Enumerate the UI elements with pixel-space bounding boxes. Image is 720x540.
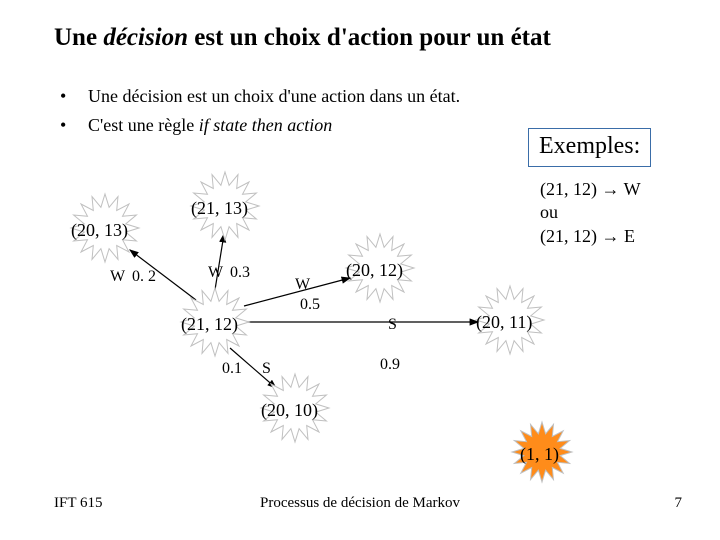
- node-label: (21, 12): [181, 314, 238, 335]
- node-label: (20, 12): [346, 260, 403, 281]
- edge-action-label: W: [110, 268, 125, 286]
- edge-action-label: W: [295, 276, 310, 294]
- edge-action-label: W: [208, 264, 223, 282]
- footer-title: Processus de décision de Markov: [0, 495, 720, 512]
- node-label: (20, 10): [261, 400, 318, 421]
- node-label: (1, 1): [520, 444, 559, 465]
- edge-prob-label: 0. 2: [132, 268, 156, 286]
- edge-action-label: S: [388, 316, 397, 334]
- edge-prob-label: 0.3: [230, 264, 250, 282]
- node-label: (21, 13): [191, 198, 248, 219]
- edge-prob-label: 0.1: [222, 360, 242, 378]
- slide: Une décision est un choix d'action pour …: [0, 0, 720, 540]
- node-label: (20, 13): [71, 220, 128, 241]
- footer-page-number: 7: [675, 495, 683, 512]
- node-label: (20, 11): [476, 312, 532, 333]
- edge-action-label: S: [262, 360, 271, 378]
- edge-prob-label: 0.9: [380, 356, 400, 374]
- edge-prob-label: 0.5: [300, 296, 320, 314]
